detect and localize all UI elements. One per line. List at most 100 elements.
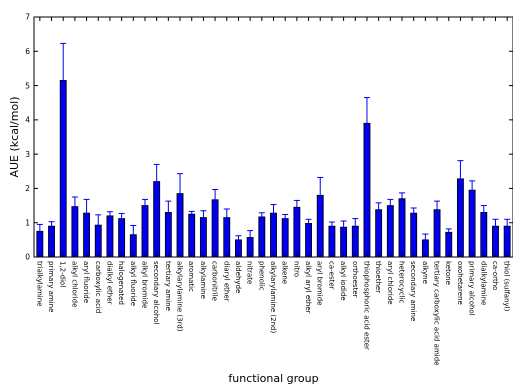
x-tick-label: alkylarylamine (3rd) xyxy=(176,261,184,332)
x-tick-label: secondary alcohol xyxy=(152,261,160,325)
x-tick-label: nitrate xyxy=(246,261,254,284)
y-axis: 0 1 2 3 4 5 6 7 xyxy=(25,13,513,262)
error-bar xyxy=(422,233,429,240)
x-tick-label: secondary amine xyxy=(409,261,417,321)
x-axis-label: functional group xyxy=(228,372,318,385)
x-tick-label: alkyl bromide xyxy=(140,261,148,308)
error-bar xyxy=(317,176,324,196)
x-tick-label: alkyne xyxy=(421,261,429,284)
x-tick-label: alkene xyxy=(281,261,289,284)
bar xyxy=(363,122,371,258)
x-tick-label: alkyl iodide xyxy=(339,261,347,301)
bar xyxy=(480,212,488,258)
error-bar xyxy=(282,213,289,219)
bar xyxy=(340,226,348,258)
x-tick-label: halogenated xyxy=(117,261,125,305)
x-tick-label: alkyl chloride xyxy=(70,261,78,307)
x-tick-label: aromatic xyxy=(187,261,195,292)
x-tick-label: ketone xyxy=(444,261,452,285)
x-tick-label: primary alcohol xyxy=(468,261,476,316)
x-tick-label: alkyl fluoride xyxy=(129,261,137,306)
error-bar xyxy=(410,207,417,214)
bar xyxy=(223,217,231,258)
error-bar xyxy=(340,220,347,228)
x-tick-label: alkylarylamine (2nd) xyxy=(269,261,277,333)
error-bar xyxy=(130,224,137,235)
bar xyxy=(153,181,161,258)
error-bar xyxy=(504,218,511,227)
error-bar xyxy=(492,218,499,227)
error-bar xyxy=(445,228,452,233)
x-tick-label: ca-ester xyxy=(327,261,335,290)
x-tick-label: phenolic xyxy=(257,261,265,291)
bar xyxy=(305,222,312,258)
x-tick-label: dialkyl ether xyxy=(105,261,113,305)
x-tick-label: thioether xyxy=(374,261,382,293)
y-tick-label: 3 xyxy=(25,150,30,159)
x-tick-label: thiol (sulfanyl) xyxy=(503,261,511,312)
error-bar xyxy=(247,230,254,238)
error-bar xyxy=(293,199,300,208)
bar xyxy=(48,225,55,258)
bar xyxy=(188,213,196,258)
bar xyxy=(270,212,277,258)
error-bar xyxy=(352,218,359,227)
error-bar xyxy=(95,214,102,226)
error-bar xyxy=(387,198,394,206)
bar xyxy=(164,212,172,258)
error-bar xyxy=(328,221,335,227)
error-bar xyxy=(375,202,382,210)
error-bar xyxy=(270,204,277,214)
x-tick-label: aryl bromide xyxy=(316,261,324,305)
x-tick-label: primary amine xyxy=(47,261,55,312)
bar xyxy=(433,209,441,258)
bar xyxy=(410,212,418,258)
bar xyxy=(59,80,67,258)
x-tick-label: dialkylamine xyxy=(479,261,487,305)
error-bar xyxy=(305,218,312,224)
error-bar xyxy=(457,160,464,179)
x-axis: trialkylamine primary amine 1,2-diol alkyl … xyxy=(35,17,511,365)
error-bar xyxy=(188,210,195,215)
bar xyxy=(141,205,149,258)
bar xyxy=(258,216,266,258)
x-tick-label: diaryl ether xyxy=(222,261,230,302)
error-bar xyxy=(153,163,160,182)
x-tick-label: oxohetarene xyxy=(456,261,464,305)
error-bar xyxy=(60,42,67,81)
error-bar xyxy=(141,198,148,206)
y-tick-label: 6 xyxy=(25,47,30,56)
bar xyxy=(328,225,336,258)
error-bar xyxy=(71,196,78,207)
bar xyxy=(398,198,406,258)
bar xyxy=(118,218,126,258)
error-bar xyxy=(48,221,55,227)
x-tick-label: tertiary amine xyxy=(164,261,172,311)
x-tick-label: alkyl aryl ether xyxy=(304,261,312,314)
error-bar xyxy=(118,212,125,219)
error-bar xyxy=(399,192,406,199)
error-bar xyxy=(177,173,184,194)
x-tick-label: trialkylamine xyxy=(35,261,43,307)
y-tick-label: 7 xyxy=(25,13,30,22)
bar xyxy=(281,218,289,258)
bar xyxy=(176,193,184,258)
y-tick-label: 0 xyxy=(25,253,30,262)
error-bar xyxy=(106,211,113,216)
error-bar xyxy=(200,210,207,218)
bar xyxy=(83,212,91,258)
error-bar xyxy=(235,235,242,240)
bar xyxy=(375,209,383,258)
error-bar xyxy=(363,97,370,124)
bar xyxy=(492,225,499,258)
x-tick-label: aryl chloride xyxy=(386,261,394,305)
y-tick-label: 5 xyxy=(25,81,30,90)
error-bar xyxy=(165,200,172,213)
x-tick-label: carboxylic acid xyxy=(94,261,102,313)
error-bar xyxy=(223,208,230,218)
x-tick-label: tertiary carboxylic acid amide xyxy=(433,261,441,365)
y-tick-label: 2 xyxy=(25,184,30,193)
error-bars xyxy=(36,42,511,240)
bar xyxy=(316,194,324,258)
